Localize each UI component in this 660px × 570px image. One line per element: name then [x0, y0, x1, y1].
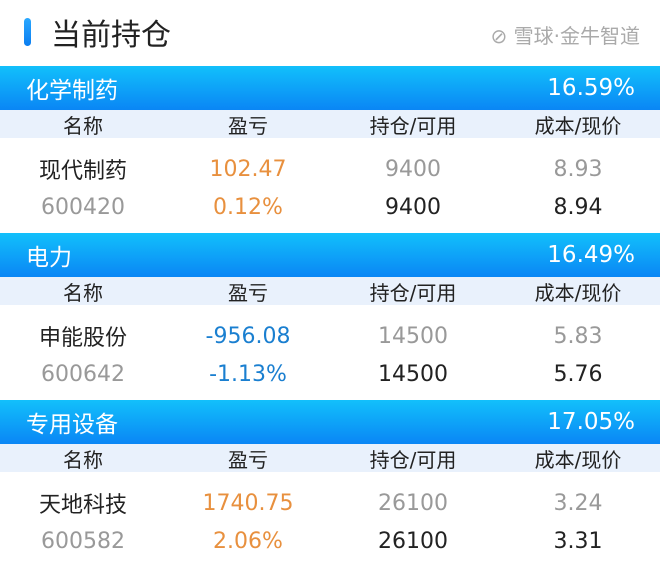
cost-price: 3.24 [553, 490, 603, 516]
title-accent-bar [24, 18, 31, 46]
holding-row[interactable]: 天地科技 1740.75 26100 3.24 600582 2.06% 261… [0, 484, 660, 560]
column-pnl: 盈亏 [228, 447, 268, 472]
stock-code: 600642 [41, 361, 125, 387]
column-cost: 成本/现价 [534, 280, 622, 305]
stock-name: 申能股份 [38, 326, 127, 351]
stock-code: 600420 [41, 194, 125, 220]
position-qty: 9400 [385, 156, 441, 182]
column-header-row: 名称 盈亏 持仓/可用 成本/现价 [0, 110, 660, 138]
industry-ratio: 16.59% [547, 75, 635, 101]
pnl-percent: 2.06% [213, 528, 283, 554]
column-position: 持仓/可用 [369, 447, 457, 472]
pnl-value: 102.47 [209, 156, 287, 182]
stock-name: 现代制药 [38, 159, 127, 184]
industry-ratio: 16.49% [547, 242, 635, 268]
industry-header[interactable]: 专用设备 17.05% [0, 400, 660, 444]
holding-section: 专用设备 17.05% 名称 盈亏 持仓/可用 成本/现价 天地科技 1740.… [0, 400, 660, 560]
industry-header[interactable]: 化学制药 16.59% [0, 66, 660, 110]
page-title: 当前持仓 [51, 18, 171, 53]
available-qty: 9400 [385, 194, 441, 220]
available-qty: 14500 [378, 361, 448, 387]
holding-row[interactable]: 现代制药 102.47 9400 8.93 600420 0.12% 9400 … [0, 150, 660, 226]
stock-name: 天地科技 [38, 493, 127, 518]
current-price: 3.31 [553, 528, 603, 554]
pnl-percent: 0.12% [213, 194, 283, 220]
cost-price: 5.83 [553, 323, 603, 349]
pnl-value: -956.08 [205, 323, 291, 349]
position-qty: 26100 [378, 490, 448, 516]
column-name: 名称 [63, 113, 103, 138]
cost-price: 8.93 [553, 156, 603, 182]
current-price: 5.76 [553, 361, 603, 387]
column-pnl: 盈亏 [228, 280, 268, 305]
industry-name: 化学制药 [26, 78, 118, 104]
page-header: 当前持仓 [24, 12, 171, 53]
column-name: 名称 [63, 447, 103, 472]
column-position: 持仓/可用 [369, 113, 457, 138]
available-qty: 26100 [378, 528, 448, 554]
column-cost: 成本/现价 [534, 447, 622, 472]
industry-header[interactable]: 电力 16.49% [0, 233, 660, 277]
column-header-row: 名称 盈亏 持仓/可用 成本/现价 [0, 444, 660, 472]
position-qty: 14500 [378, 323, 448, 349]
holding-section: 电力 16.49% 名称 盈亏 持仓/可用 成本/现价 申能股份 -956.08… [0, 233, 660, 393]
column-pnl: 盈亏 [228, 113, 268, 138]
pnl-percent: -1.13% [209, 361, 287, 387]
column-cost: 成本/现价 [534, 113, 622, 138]
holding-row[interactable]: 申能股份 -956.08 14500 5.83 600642 -1.13% 14… [0, 317, 660, 393]
industry-ratio: 17.05% [547, 409, 635, 435]
column-position: 持仓/可用 [369, 280, 457, 305]
current-price: 8.94 [553, 194, 603, 220]
column-header-row: 名称 盈亏 持仓/可用 成本/现价 [0, 277, 660, 305]
watermark-text: 雪球·金牛智道 [513, 24, 640, 48]
column-name: 名称 [63, 280, 103, 305]
watermark-logo-icon: ⊘ [490, 24, 508, 48]
holding-section: 化学制药 16.59% 名称 盈亏 持仓/可用 成本/现价 现代制药 102.4… [0, 66, 660, 226]
stock-code: 600582 [41, 528, 125, 554]
industry-name: 专用设备 [26, 412, 118, 438]
watermark: ⊘ 雪球·金牛智道 [491, 20, 640, 49]
pnl-value: 1740.75 [202, 490, 294, 516]
industry-name: 电力 [26, 245, 72, 271]
